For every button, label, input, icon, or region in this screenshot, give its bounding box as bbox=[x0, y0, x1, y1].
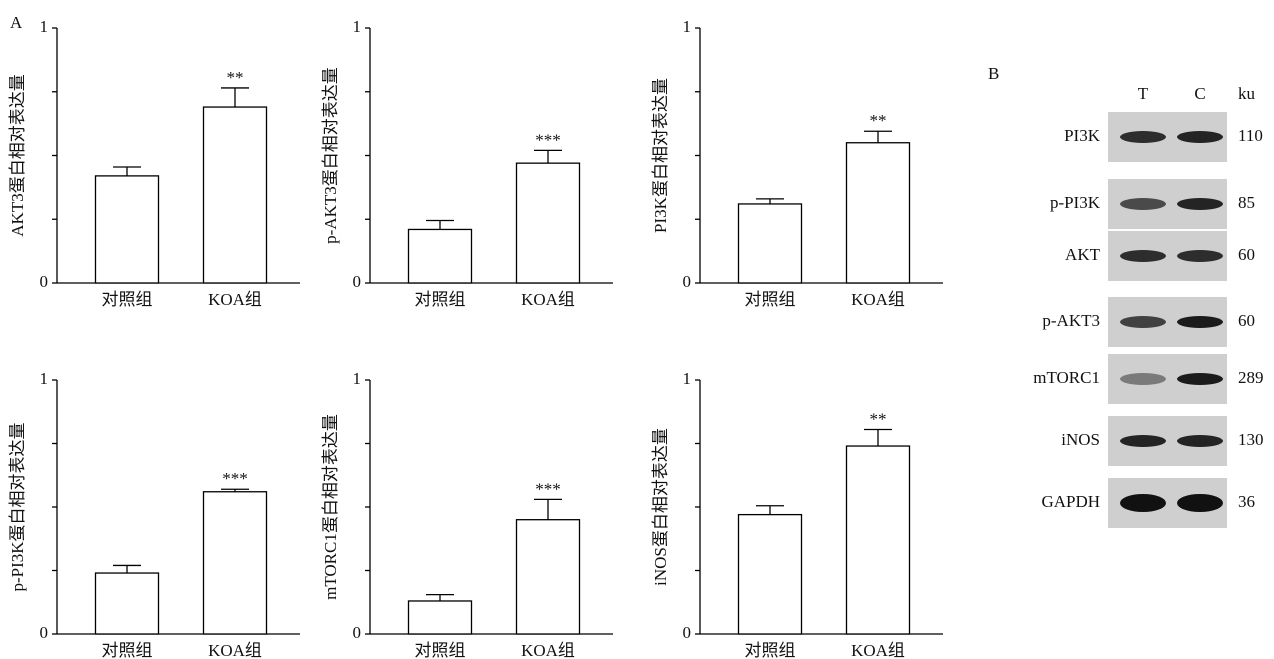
x-tick-label: KOA组 bbox=[851, 290, 905, 309]
blot-band bbox=[1120, 250, 1166, 262]
blot-band bbox=[1177, 250, 1223, 262]
bar bbox=[847, 446, 910, 634]
blot-band bbox=[1120, 435, 1166, 447]
bar bbox=[409, 229, 472, 283]
unit-label: ku bbox=[1238, 84, 1256, 103]
blot-band bbox=[1177, 131, 1223, 143]
y-tick-label: 1 bbox=[683, 17, 692, 36]
bar bbox=[204, 107, 267, 283]
bar bbox=[739, 515, 802, 634]
x-tick-label: 对照组 bbox=[415, 290, 466, 309]
bar bbox=[739, 204, 802, 283]
blot-band bbox=[1177, 494, 1223, 512]
protein-label: GAPDH bbox=[1041, 492, 1100, 511]
bar bbox=[517, 520, 580, 634]
size-label: 110 bbox=[1238, 126, 1263, 145]
protein-label: p-PI3K bbox=[1050, 193, 1101, 212]
bar bbox=[847, 143, 910, 283]
y-tick-label: 0 bbox=[40, 623, 49, 642]
protein-label: AKT bbox=[1065, 245, 1101, 264]
blot-band bbox=[1177, 198, 1223, 210]
size-label: 85 bbox=[1238, 193, 1255, 212]
significance-label: *** bbox=[222, 469, 248, 488]
size-label: 289 bbox=[1238, 368, 1264, 387]
y-tick-label: 0 bbox=[353, 623, 362, 642]
significance-label: ** bbox=[870, 111, 887, 130]
figure: A B T C ku 0 1 AKT3蛋白相对表达量对照组 KOA组 ** 0 1 p-AKT… bbox=[0, 0, 1274, 659]
size-label: 60 bbox=[1238, 245, 1255, 264]
size-label: 36 bbox=[1238, 492, 1255, 511]
x-tick-label: 对照组 bbox=[102, 290, 153, 309]
x-tick-label: KOA组 bbox=[208, 641, 262, 659]
y-tick-label: 0 bbox=[683, 623, 692, 642]
x-tick-label: 对照组 bbox=[745, 641, 796, 659]
y-axis-label: mTORC1蛋白相对表达量 bbox=[321, 414, 340, 600]
protein-label: iNOS bbox=[1061, 430, 1100, 449]
bar bbox=[96, 573, 159, 634]
x-tick-label: 对照组 bbox=[102, 641, 153, 659]
y-axis-label: p-AKT3蛋白相对表达量 bbox=[321, 67, 340, 244]
y-tick-label: 0 bbox=[40, 272, 49, 291]
lane-label: C bbox=[1194, 84, 1205, 103]
blot-band bbox=[1177, 373, 1223, 385]
x-tick-label: 对照组 bbox=[415, 641, 466, 659]
size-label: 130 bbox=[1238, 430, 1264, 449]
lane-label: T bbox=[1138, 84, 1149, 103]
size-label: 60 bbox=[1238, 311, 1255, 330]
blot-band bbox=[1120, 373, 1166, 385]
y-tick-label: 1 bbox=[683, 369, 692, 388]
x-tick-label: KOA组 bbox=[851, 641, 905, 659]
y-tick-label: 0 bbox=[683, 272, 692, 291]
panel-label: A bbox=[10, 13, 23, 32]
protein-label: mTORC1 bbox=[1033, 368, 1100, 387]
bar bbox=[409, 601, 472, 634]
y-axis-label: PI3K蛋白相对表达量 bbox=[651, 78, 670, 233]
blot-band bbox=[1120, 316, 1166, 328]
x-tick-label: 对照组 bbox=[745, 290, 796, 309]
blot-band bbox=[1177, 435, 1223, 447]
y-tick-label: 0 bbox=[353, 272, 362, 291]
protein-label: p-AKT3 bbox=[1042, 311, 1100, 330]
significance-label: ** bbox=[227, 68, 244, 87]
significance-label: *** bbox=[535, 479, 561, 498]
significance-label: ** bbox=[870, 409, 887, 428]
protein-label: PI3K bbox=[1064, 126, 1101, 145]
x-tick-label: KOA组 bbox=[521, 290, 575, 309]
x-tick-label: KOA组 bbox=[521, 641, 575, 659]
y-axis-label: AKT3蛋白相对表达量 bbox=[8, 74, 27, 236]
y-tick-label: 1 bbox=[40, 17, 49, 36]
bar bbox=[517, 163, 580, 283]
y-tick-label: 1 bbox=[353, 17, 362, 36]
blot-band bbox=[1120, 131, 1166, 143]
y-tick-label: 1 bbox=[353, 369, 362, 388]
x-tick-label: KOA组 bbox=[208, 290, 262, 309]
blot-band bbox=[1120, 198, 1166, 210]
significance-label: *** bbox=[535, 130, 561, 149]
bar bbox=[96, 176, 159, 283]
y-tick-label: 1 bbox=[40, 369, 49, 388]
bar bbox=[204, 492, 267, 634]
blot-band bbox=[1120, 494, 1166, 512]
blot-band bbox=[1177, 316, 1223, 328]
panel-label: B bbox=[988, 64, 999, 83]
y-axis-label: iNOS蛋白相对表达量 bbox=[651, 428, 670, 586]
y-axis-label: p-PI3K蛋白相对表达量 bbox=[8, 422, 27, 591]
